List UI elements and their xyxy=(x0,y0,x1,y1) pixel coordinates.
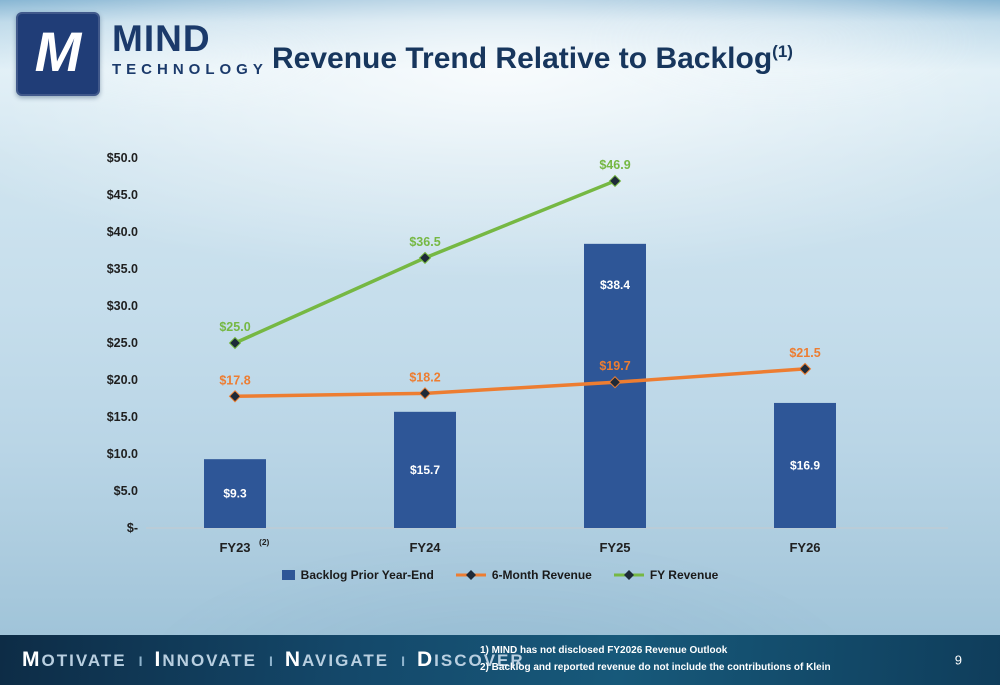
svg-text:FY23: FY23 xyxy=(219,540,250,555)
motto-word: NAVIGATE xyxy=(284,648,390,671)
line-diamond-swatch-icon xyxy=(613,570,644,580)
svg-text:FY24: FY24 xyxy=(409,540,441,555)
svg-text:$45.0: $45.0 xyxy=(107,188,138,202)
svg-text:$25.0: $25.0 xyxy=(219,320,250,334)
svg-text:$38.4: $38.4 xyxy=(600,278,630,292)
legend-item-6mo-revenue: 6-Month Revenue xyxy=(455,568,592,582)
footer-motto: MOTIVATE I INNOVATE I NAVIGATE I DISCOVER xyxy=(0,648,525,672)
svg-text:$20.0: $20.0 xyxy=(107,373,138,387)
svg-text:$21.5: $21.5 xyxy=(789,346,820,360)
legend-label: 6-Month Revenue xyxy=(491,568,592,582)
motto-word: DISCOVER xyxy=(416,648,525,671)
logo-letter: M xyxy=(34,20,82,83)
svg-text:$10.0: $10.0 xyxy=(107,447,138,461)
motto-word: MOTIVATE xyxy=(22,648,127,671)
svg-text:$5.0: $5.0 xyxy=(114,484,138,498)
svg-text:$25.0: $25.0 xyxy=(107,336,138,350)
legend-item-backlog: Backlog Prior Year-End xyxy=(281,568,434,582)
brand-text: MIND TECHNOLOGY xyxy=(112,12,268,78)
svg-text:(2): (2) xyxy=(259,537,270,547)
svg-text:$30.0: $30.0 xyxy=(107,299,138,313)
legend-label: FY Revenue xyxy=(649,568,719,582)
svg-text:$9.3: $9.3 xyxy=(223,487,247,501)
svg-text:$40.0: $40.0 xyxy=(107,225,138,239)
footnotes: 1) MIND has not disclosed FY2026 Revenue… xyxy=(480,642,831,676)
bar-swatch-icon xyxy=(281,570,295,580)
brand-name: MIND xyxy=(112,18,211,59)
page-number: 9 xyxy=(954,652,962,668)
svg-text:FY25: FY25 xyxy=(599,540,630,555)
svg-text:$15.7: $15.7 xyxy=(410,463,440,477)
footer-bar: MOTIVATE I INNOVATE I NAVIGATE I DISCOVER 1) M… xyxy=(0,635,1000,685)
svg-text:$15.0: $15.0 xyxy=(107,410,138,424)
footnote-2: 2) Backlog and reported revenue do not i… xyxy=(480,662,831,673)
motto-separator: I xyxy=(138,653,143,669)
svg-text:$18.2: $18.2 xyxy=(409,370,440,384)
page-title: Revenue Trend Relative to Backlog(1) xyxy=(272,42,793,76)
mind-logo-icon: M xyxy=(16,12,100,96)
svg-text:$50.0: $50.0 xyxy=(107,151,138,165)
chart-legend: Backlog Prior Year-End 6-Month Revenue F… xyxy=(0,568,1000,582)
svg-text:$36.5: $36.5 xyxy=(409,235,440,249)
legend-item-fy-revenue: FY Revenue xyxy=(613,568,719,582)
legend-label: Backlog Prior Year-End xyxy=(300,568,434,582)
brand-logo: M MIND TECHNOLOGY xyxy=(16,12,268,96)
svg-text:$17.8: $17.8 xyxy=(219,373,250,387)
line-diamond-swatch-icon xyxy=(455,570,486,580)
svg-text:$-: $- xyxy=(127,521,138,535)
motto-separator: I xyxy=(268,653,273,669)
page-title-text: Revenue Trend Relative to Backlog xyxy=(272,42,773,75)
svg-text:$19.7: $19.7 xyxy=(599,359,630,373)
svg-text:$46.9: $46.9 xyxy=(599,158,630,172)
motto-separator: I xyxy=(401,653,405,669)
motto-word: INNOVATE xyxy=(154,648,257,671)
brand-subtitle: TECHNOLOGY xyxy=(112,61,268,78)
svg-text:FY26: FY26 xyxy=(789,540,820,555)
svg-text:$16.9: $16.9 xyxy=(790,458,820,472)
svg-text:$35.0: $35.0 xyxy=(107,262,138,276)
page-title-superscript: (1) xyxy=(772,42,793,61)
footnote-1: 1) MIND has not disclosed FY2026 Revenue… xyxy=(480,645,728,656)
revenue-backlog-chart: $50.0 $45.0 $40.0 $35.0 $30.0 $25.0 $20.0 $15.0… xyxy=(107,151,948,555)
